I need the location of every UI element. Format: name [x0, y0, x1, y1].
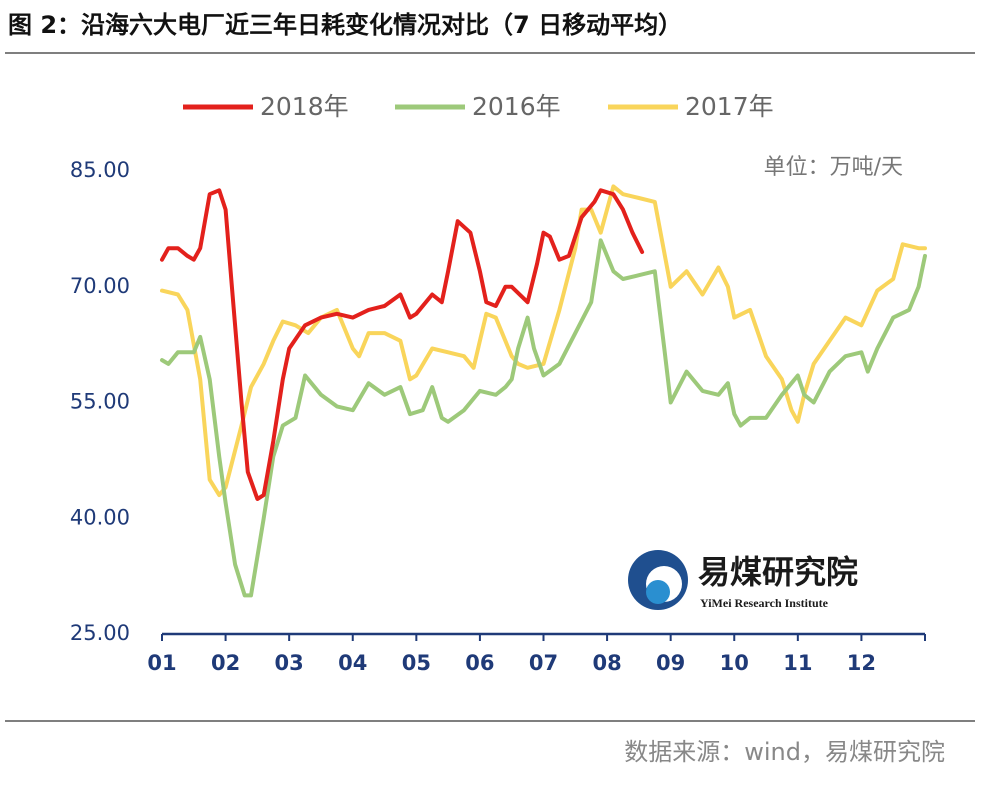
unit-label: 单位：万吨/天 — [764, 155, 903, 180]
y-tick-label: 85.00 — [70, 158, 130, 182]
y-tick-label: 70.00 — [70, 274, 130, 298]
x-tick-label: 05 — [402, 651, 431, 675]
logo-wave — [646, 580, 670, 604]
x-tick-label: 09 — [656, 651, 685, 675]
series-line — [160, 188, 645, 501]
series-line — [160, 238, 927, 598]
x-tick-label: 07 — [529, 651, 558, 675]
source: 数据来源：wind，易煤研究院 — [624, 738, 945, 766]
y-tick-label: 55.00 — [70, 390, 130, 414]
legend-label: 2016年 — [472, 92, 561, 121]
legend-label: 2017年 — [685, 92, 774, 121]
chart-title: 图 2：沿海六大电厂近三年日耗变化情况对比（7 日移动平均） — [8, 11, 682, 39]
x-tick-label: 04 — [338, 651, 367, 675]
legend-label: 2018年 — [260, 92, 349, 121]
watermark-subtitle: YiMei Research Institute — [700, 596, 829, 610]
y-tick-label: 25.00 — [70, 621, 130, 645]
x-tick-label: 01 — [147, 651, 176, 675]
x-tick-label: 12 — [847, 651, 876, 675]
x-tick-label: 10 — [720, 651, 749, 675]
x-tick-label: 03 — [275, 651, 304, 675]
series-line — [160, 184, 927, 498]
x-tick-label: 08 — [592, 651, 621, 675]
x-tick-label: 02 — [211, 651, 240, 675]
watermark: 易煤研究院 YiMei Research Institute — [628, 550, 858, 610]
watermark-name: 易煤研究院 — [698, 553, 858, 591]
x-tick-label: 06 — [465, 651, 494, 675]
y-tick-label: 40.00 — [70, 505, 130, 529]
x-tick-label: 11 — [783, 651, 812, 675]
